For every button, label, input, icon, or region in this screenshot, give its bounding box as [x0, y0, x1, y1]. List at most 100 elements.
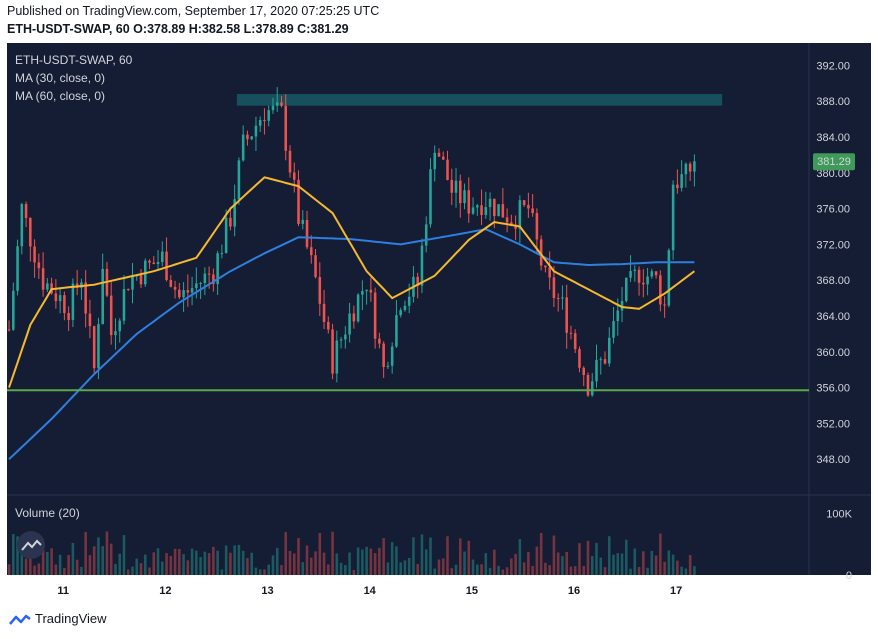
- volume-bar: [37, 563, 41, 575]
- volume-bar: [297, 538, 300, 575]
- volume-bar: [399, 562, 402, 575]
- volume-bar: [531, 565, 534, 575]
- volume-bar: [450, 568, 454, 575]
- volume-bar: [356, 547, 360, 575]
- time-tick-label: 11: [57, 585, 69, 597]
- candle-body: [501, 204, 505, 218]
- time-axis[interactable]: 11 12 13 14 15 16 17: [57, 585, 682, 597]
- resistance-zone: [236, 94, 723, 106]
- candle-body: [663, 304, 666, 306]
- candle-body: [199, 283, 202, 285]
- candle-body: [16, 246, 19, 291]
- candle-body: [254, 125, 258, 137]
- candle-body: [203, 273, 207, 284]
- candle-body: [54, 293, 58, 302]
- volume-bar: [284, 532, 288, 575]
- volume-bar: [569, 566, 573, 575]
- volume-bar: [46, 551, 49, 575]
- volume-bar: [186, 560, 190, 575]
- candle-body: [556, 298, 560, 300]
- candle-body: [607, 337, 611, 364]
- volume-bar: [327, 564, 330, 575]
- volume-bar: [250, 552, 253, 575]
- tv-logo-badge[interactable]: [17, 531, 45, 559]
- volume-bar: [301, 562, 305, 575]
- volume-bar: [178, 549, 181, 575]
- candle-body: [476, 205, 479, 208]
- volume-bar: [344, 565, 347, 575]
- volume-bar: [75, 559, 79, 575]
- price-tick-label: 384.00: [816, 132, 850, 144]
- volume-bar: [335, 553, 339, 575]
- candle-body: [642, 282, 645, 285]
- volume-bar: [207, 553, 211, 575]
- candle-body: [399, 310, 402, 316]
- volume-bar: [480, 564, 483, 575]
- volume-bar: [173, 548, 177, 575]
- volume-bar: [446, 536, 449, 575]
- candle-body: [33, 246, 36, 263]
- volume-bar: [241, 550, 245, 575]
- volume-bar: [24, 558, 28, 575]
- volume-bar: [16, 536, 19, 575]
- volume-bar: [229, 552, 232, 575]
- candle-body: [122, 289, 126, 321]
- candle-body: [527, 204, 530, 209]
- volume-bar: [275, 547, 279, 575]
- candle-body: [505, 217, 509, 223]
- candle-body: [590, 381, 594, 396]
- volume-bar: [318, 532, 322, 575]
- candle-body: [186, 290, 190, 293]
- volume-bar: [505, 567, 509, 575]
- candle-body: [650, 271, 654, 277]
- candle-body: [467, 190, 471, 214]
- volume-bar: [339, 562, 343, 575]
- price-tick-label: 352.00: [816, 418, 850, 430]
- candle-body: [603, 359, 607, 364]
- tradingview-brand[interactable]: TradingView: [9, 611, 107, 626]
- candle-body: [292, 172, 296, 180]
- candle-body: [518, 200, 522, 229]
- candle-body: [224, 217, 228, 253]
- volume-bar: [109, 543, 113, 575]
- candle-body: [335, 340, 339, 374]
- volume-bar: [101, 546, 104, 575]
- volume-layer: [7, 531, 696, 575]
- candle-body: [403, 305, 407, 311]
- volume-legend: Volume (20): [15, 506, 80, 520]
- ma30-legend: MA (30, close, 0): [15, 71, 105, 85]
- volume-bar: [305, 545, 309, 575]
- time-tick-label: 16: [568, 585, 580, 597]
- tradingview-logo-icon: [9, 614, 31, 625]
- candle-body: [339, 339, 343, 341]
- candle-body: [382, 343, 385, 367]
- ma30-line: [8, 176, 695, 388]
- volume-bar: [441, 558, 445, 575]
- candle-body: [497, 204, 500, 217]
- candle-body: [463, 190, 466, 204]
- candle-body: [565, 297, 568, 333]
- volume-bar: [527, 552, 530, 575]
- candle-body: [688, 163, 692, 172]
- volume-bar: [122, 535, 126, 575]
- ma60-line: [8, 228, 695, 460]
- candle-body: [58, 295, 62, 302]
- candle-body: [680, 174, 683, 189]
- volume-bar: [616, 553, 620, 575]
- volume-bar: [54, 564, 58, 575]
- volume-bar: [395, 546, 398, 575]
- volume-bar: [80, 566, 83, 575]
- candle-body: [531, 208, 534, 214]
- candle-body: [233, 199, 236, 227]
- volume-bar: [156, 548, 160, 575]
- volume-bar: [212, 546, 215, 575]
- candle-body: [539, 239, 543, 266]
- volume-bar: [288, 550, 292, 575]
- candle-body: [471, 207, 475, 214]
- candle-body: [101, 268, 104, 325]
- volume-bar: [552, 535, 556, 575]
- volume-bar: [118, 553, 121, 575]
- volume-bar: [607, 536, 611, 575]
- price-axis[interactable]: 392.00 388.00 384.00 380.00 376.00 372.00 368.…: [816, 60, 850, 466]
